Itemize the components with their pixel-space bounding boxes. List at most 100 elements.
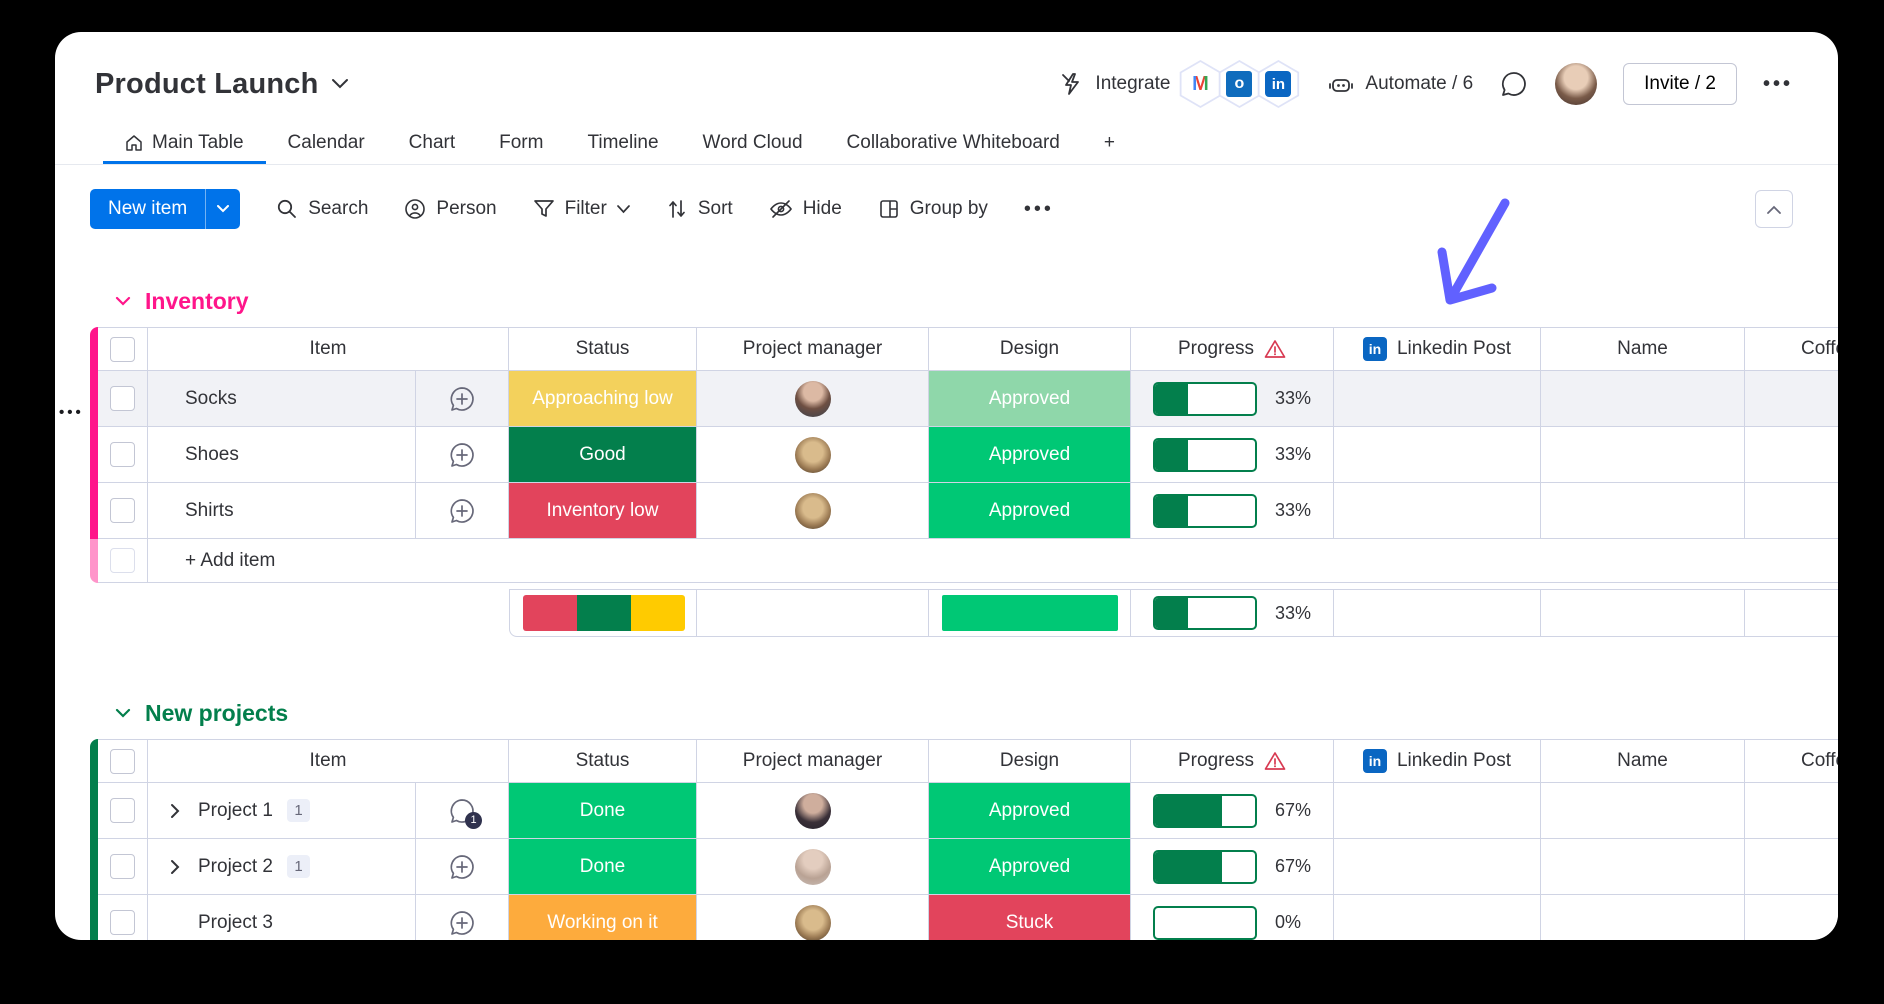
status-cell[interactable]: Good <box>509 427 697 483</box>
column-header-design[interactable]: Design <box>929 739 1131 783</box>
item-name-cell[interactable]: Shoes <box>148 427 416 483</box>
tab-word-cloud[interactable]: Word Cloud <box>681 122 825 164</box>
linkedin-cell[interactable] <box>1334 839 1541 895</box>
name-cell[interactable] <box>1541 483 1745 539</box>
linkedin-cell[interactable] <box>1334 371 1541 427</box>
group-by-button[interactable]: Group by <box>878 198 988 220</box>
column-header-name[interactable]: Name <box>1541 739 1745 783</box>
sort-button[interactable]: Sort <box>666 198 733 220</box>
linkedin-cell[interactable] <box>1334 483 1541 539</box>
progress-cell[interactable]: 33% <box>1131 427 1334 483</box>
item-name-cell[interactable]: Project 3 <box>148 895 416 940</box>
column-header-progress[interactable]: Progress <box>1131 327 1334 371</box>
name-cell[interactable] <box>1541 839 1745 895</box>
row-checkbox[interactable] <box>110 548 135 573</box>
row-checkbox[interactable] <box>110 910 135 935</box>
column-header-item[interactable]: Item <box>148 739 509 783</box>
row-checkbox[interactable] <box>110 442 135 467</box>
row-menu-button[interactable]: ••• <box>59 404 84 421</box>
add-update-cell[interactable] <box>416 895 509 940</box>
coffee-cell[interactable] <box>1745 839 1838 895</box>
status-cell[interactable]: Working on it <box>509 895 697 940</box>
item-name-cell[interactable]: Project 1 1 <box>148 783 416 839</box>
group-title-inventory[interactable]: Inventory <box>55 285 1838 317</box>
tab-calendar[interactable]: Calendar <box>266 122 387 164</box>
design-cell[interactable]: Approved <box>929 783 1131 839</box>
search-button[interactable]: Search <box>276 198 368 220</box>
add-update-cell[interactable] <box>416 371 509 427</box>
column-header-status[interactable]: Status <box>509 327 697 371</box>
pm-cell[interactable] <box>697 371 929 427</box>
person-filter-button[interactable]: Person <box>404 198 497 220</box>
progress-cell[interactable]: 67% <box>1131 783 1334 839</box>
user-avatar[interactable] <box>1555 63 1598 105</box>
progress-cell[interactable]: 67% <box>1131 839 1334 895</box>
expand-chevron-icon[interactable] <box>164 803 186 819</box>
board-menu-button[interactable]: ••• <box>1762 72 1793 95</box>
tab-collaborative-whiteboard[interactable]: Collaborative Whiteboard <box>825 122 1082 164</box>
design-cell[interactable]: Stuck <box>929 895 1131 940</box>
invite-button[interactable]: Invite / 2 <box>1623 63 1737 105</box>
linkedin-cell[interactable] <box>1334 895 1541 940</box>
pm-cell[interactable] <box>697 783 929 839</box>
new-item-label[interactable]: New item <box>90 189 206 229</box>
coffee-cell[interactable] <box>1745 483 1838 539</box>
design-cell[interactable]: Approved <box>929 371 1131 427</box>
column-header-coffee[interactable]: Coffe <box>1745 327 1838 371</box>
design-cell[interactable]: Approved <box>929 839 1131 895</box>
name-cell[interactable] <box>1541 783 1745 839</box>
pm-cell[interactable] <box>697 839 929 895</box>
row-checkbox[interactable] <box>110 386 135 411</box>
add-item-row[interactable]: + Add item <box>90 539 1838 583</box>
select-all-checkbox[interactable] <box>110 336 135 362</box>
column-header-pm[interactable]: Project manager <box>697 739 929 783</box>
column-header-linkedin[interactable]: in Linkedin Post <box>1334 327 1541 371</box>
pm-cell[interactable] <box>697 895 929 940</box>
name-cell[interactable] <box>1541 427 1745 483</box>
add-update-cell[interactable]: 1 <box>416 783 509 839</box>
progress-cell[interactable]: 33% <box>1131 371 1334 427</box>
add-item-label[interactable]: + Add item <box>148 539 1838 583</box>
status-cell[interactable]: Done <box>509 783 697 839</box>
linkedin-cell[interactable] <box>1334 783 1541 839</box>
toolbar-more-button[interactable]: ••• <box>1023 197 1054 220</box>
coffee-cell[interactable] <box>1745 783 1838 839</box>
column-header-name[interactable]: Name <box>1541 327 1745 371</box>
board-title[interactable]: Product Launch <box>95 68 349 101</box>
design-cell[interactable]: Approved <box>929 427 1131 483</box>
add-update-cell[interactable] <box>416 427 509 483</box>
column-header-status[interactable]: Status <box>509 739 697 783</box>
collapse-header-button[interactable] <box>1755 190 1793 228</box>
item-name-cell[interactable]: Socks <box>148 371 416 427</box>
column-header-pm[interactable]: Project manager <box>697 327 929 371</box>
linkedin-cell[interactable] <box>1334 427 1541 483</box>
coffee-cell[interactable] <box>1745 371 1838 427</box>
design-cell[interactable]: Approved <box>929 483 1131 539</box>
progress-cell[interactable]: 33% <box>1131 483 1334 539</box>
add-update-cell[interactable] <box>416 483 509 539</box>
tab-form[interactable]: Form <box>477 122 565 164</box>
row-checkbox[interactable] <box>110 854 135 879</box>
name-cell[interactable] <box>1541 371 1745 427</box>
new-item-button[interactable]: New item <box>90 189 241 229</box>
column-header-progress[interactable]: Progress <box>1131 739 1334 783</box>
add-view-button[interactable]: + <box>1082 122 1137 164</box>
design-summary-cell[interactable] <box>929 589 1131 637</box>
status-summary-cell[interactable] <box>509 589 697 637</box>
status-cell[interactable]: Done <box>509 839 697 895</box>
status-cell[interactable]: Approaching low <box>509 371 697 427</box>
chat-bubble-icon[interactable] <box>1499 69 1529 99</box>
tab-timeline[interactable]: Timeline <box>565 122 680 164</box>
column-header-coffee[interactable]: Coffe <box>1745 739 1838 783</box>
column-header-item[interactable]: Item <box>148 327 509 371</box>
hide-button[interactable]: Hide <box>769 198 842 220</box>
add-update-cell[interactable] <box>416 839 509 895</box>
column-header-design[interactable]: Design <box>929 327 1131 371</box>
chevron-down-icon[interactable] <box>115 296 131 307</box>
row-checkbox[interactable] <box>110 798 135 823</box>
tab-chart[interactable]: Chart <box>387 122 477 164</box>
new-item-dropdown[interactable] <box>205 189 241 229</box>
chevron-down-icon[interactable] <box>115 708 131 719</box>
progress-cell[interactable]: 0% <box>1131 895 1334 940</box>
filter-button[interactable]: Filter <box>533 198 630 220</box>
